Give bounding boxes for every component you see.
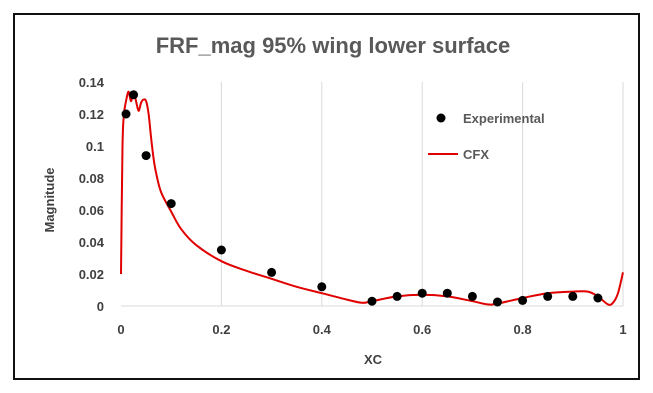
y-tick-label: 0.1 xyxy=(86,139,104,154)
experimental-point xyxy=(129,90,139,100)
x-tick-label: 0 xyxy=(117,322,124,337)
experimental-point xyxy=(141,151,151,161)
y-tick-label: 0.14 xyxy=(79,75,105,90)
y-tick-label: 0.12 xyxy=(79,107,104,122)
experimental-point xyxy=(166,199,176,209)
experimental-point xyxy=(442,288,452,298)
series-experimental xyxy=(121,90,603,307)
experimental-point xyxy=(568,291,578,301)
legend-label-cfx: CFX xyxy=(463,147,489,162)
experimental-point xyxy=(121,109,131,119)
x-tick-label: 0.6 xyxy=(413,322,431,337)
y-axis-label: Magnitude xyxy=(42,168,57,233)
cfx-line xyxy=(120,90,624,306)
experimental-point xyxy=(467,291,477,301)
experimental-point xyxy=(593,293,603,303)
experimental-point xyxy=(392,291,402,301)
experimental-point xyxy=(493,297,502,307)
experimental-point xyxy=(543,291,553,301)
x-tick-label: 1 xyxy=(619,322,626,337)
chart-frame xyxy=(13,13,640,380)
experimental-point xyxy=(367,296,377,306)
experimental-point xyxy=(267,267,277,277)
legend-label-experimental: Experimental xyxy=(463,111,545,126)
experimental-point xyxy=(216,245,226,255)
x-tick-label: 0.8 xyxy=(514,322,532,337)
x-axis-label: XC xyxy=(364,352,383,367)
y-tick-label: 0.06 xyxy=(79,203,104,218)
x-tick-label: 0.4 xyxy=(313,322,332,337)
y-tick-label: 0.02 xyxy=(79,267,104,282)
chart-title: FRF_mag 95% wing lower surface xyxy=(156,33,511,58)
legend-marker-experimental xyxy=(436,113,446,123)
y-tick-label: 0.08 xyxy=(79,171,104,186)
y-tick-label: 0.04 xyxy=(79,235,105,250)
experimental-point xyxy=(417,288,427,298)
experimental-point xyxy=(317,282,327,292)
x-axis-ticks: 0 0.2 0.4 0.6 0.8 1 xyxy=(117,322,626,337)
series-cfx xyxy=(120,90,624,306)
experimental-point xyxy=(518,295,528,305)
x-tick-label: 0.2 xyxy=(212,322,230,337)
gridlines xyxy=(220,82,624,306)
legend: Experimental CFX xyxy=(428,111,545,162)
y-axis-ticks: 0 0.02 0.04 0.06 0.08 0.1 0.12 0.14 xyxy=(79,75,105,314)
y-tick-label: 0 xyxy=(97,299,104,314)
